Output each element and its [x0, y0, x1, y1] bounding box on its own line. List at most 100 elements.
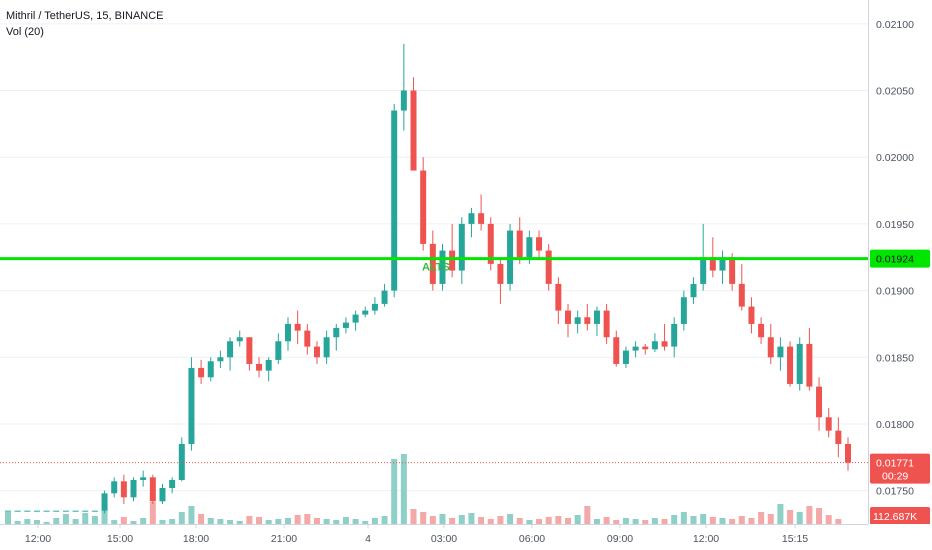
volume-bar [593, 519, 600, 524]
candle-body [429, 243, 436, 284]
volume-bar [333, 520, 340, 524]
volume-bar [53, 518, 60, 524]
volume-bars [5, 454, 842, 524]
last-price-label: 0.01771 [876, 458, 914, 470]
volume-bar [487, 519, 494, 524]
candle-body [333, 327, 340, 338]
volume-bar [439, 514, 446, 524]
candle-body [140, 477, 147, 480]
last-price-tag [870, 453, 930, 484]
volume-bar [352, 519, 359, 524]
volume-bar [323, 519, 330, 524]
candle-body [758, 323, 765, 338]
candle-body [632, 346, 639, 351]
candle-body [342, 322, 349, 328]
candle-body [816, 386, 823, 418]
candle-body [845, 443, 851, 463]
candle-body [82, 510, 89, 512]
price-axis[interactable]: 0.02100 0.02050 0.02000 0.01950 0.01900 0.018… [868, 0, 932, 550]
price-tick-label: 0.01750 [876, 486, 914, 498]
candle-body [217, 357, 224, 362]
volume-bar [371, 518, 378, 524]
time-tick-label: 21:00 [271, 533, 297, 545]
volume-bar [478, 517, 485, 524]
volume-bar [690, 516, 697, 524]
volume-bar [825, 515, 832, 524]
volume-bar [584, 506, 591, 524]
candle-body [198, 367, 205, 378]
candle-body [294, 323, 301, 331]
volume-bar [468, 513, 475, 524]
volume-bar [507, 514, 514, 524]
volume-bar [565, 518, 571, 524]
volume-bar [362, 521, 369, 524]
candle-body [256, 363, 263, 371]
candle-body [516, 230, 523, 258]
candle-body [227, 341, 234, 358]
volume-bar [738, 516, 745, 524]
volume-bar [381, 516, 388, 524]
candle-body [381, 290, 388, 304]
candle-body [149, 477, 156, 502]
candle-body [603, 310, 610, 338]
volume-bar [806, 506, 813, 524]
candle-body [304, 330, 311, 347]
volume-label: 112.687K [873, 511, 917, 523]
time-tick-label: 12:00 [693, 533, 719, 545]
candle-body [101, 493, 108, 511]
volume-bar [91, 516, 98, 524]
candle-body [265, 359, 272, 371]
symbol-title[interactable]: Mithril / TetherUS, 15, BINANCE [6, 10, 164, 22]
volume-bar [313, 518, 320, 524]
chart-legend: Mithril / TetherUS, 15, BINANCE Vol (20) [6, 8, 164, 40]
volume-bar [671, 515, 678, 524]
candle-body [806, 343, 813, 387]
volume-bar [410, 509, 417, 524]
volume-bar [777, 504, 784, 524]
volume-bar [787, 510, 794, 524]
candle-body [729, 257, 736, 284]
candle-body [371, 303, 378, 311]
volume-bar [516, 518, 523, 524]
candle-body [526, 237, 533, 258]
price-tick-label: 0.01850 [876, 352, 914, 364]
candle-body [680, 297, 687, 324]
candle-body [555, 283, 562, 311]
volume-bar [767, 514, 774, 524]
volume-bar [33, 520, 40, 524]
volume-bar [497, 516, 504, 524]
volume-bar [198, 514, 205, 524]
candle-body [362, 310, 369, 315]
candle-body [661, 341, 668, 347]
candle-body [5, 510, 11, 512]
volume-indicator-title[interactable]: Vol (20) [6, 26, 44, 38]
candle-body [536, 237, 543, 251]
volume-bar [613, 520, 620, 524]
time-tick-label: 06:00 [519, 533, 545, 545]
candle-body [748, 306, 755, 324]
candle-body [777, 346, 784, 358]
volume-bar [342, 517, 349, 524]
candle-body [410, 90, 417, 171]
time-tick-label: 18:00 [183, 533, 209, 545]
volume-bar [758, 512, 765, 524]
volume-bar [603, 517, 610, 524]
volume-bar [574, 515, 581, 524]
candle-body [53, 510, 60, 512]
candle-body [690, 283, 697, 298]
candle-body [593, 310, 600, 324]
candle-body [622, 350, 629, 364]
price-tick-label: 0.02100 [876, 19, 914, 31]
candle-body [285, 323, 291, 342]
candle-body [43, 510, 50, 512]
price-tick-label: 0.01950 [876, 219, 914, 231]
candlesticks [5, 43, 851, 514]
time-axis[interactable]: 12:00 15:00 18:00 21:00 4 03:00 06:00 09:00 12:0… [0, 524, 932, 550]
candle-body [796, 343, 803, 384]
candle-body [91, 510, 98, 512]
volume-bar [82, 513, 89, 524]
level-annotation: ALTS [422, 262, 450, 274]
grid-lines [0, 23, 868, 492]
volume-bar [816, 508, 823, 524]
